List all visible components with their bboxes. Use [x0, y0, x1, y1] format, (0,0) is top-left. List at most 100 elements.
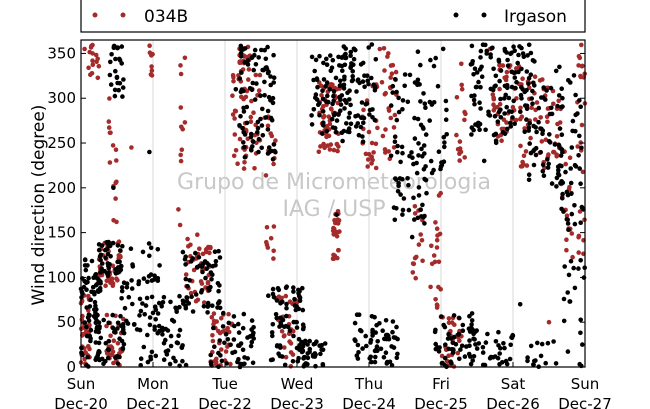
data-point	[311, 77, 316, 83]
data-point	[578, 181, 583, 186]
data-point	[282, 345, 287, 350]
data-point	[238, 54, 244, 59]
data-point	[287, 299, 293, 305]
data-point	[339, 93, 345, 98]
data-point	[512, 75, 518, 80]
data-point	[504, 50, 509, 55]
x-tick-label-day: Thu	[354, 375, 383, 393]
data-point	[269, 148, 274, 154]
data-point	[377, 46, 383, 52]
data-point	[117, 336, 122, 342]
data-point	[119, 285, 125, 290]
data-point	[99, 243, 105, 248]
data-point	[436, 149, 442, 154]
data-point	[249, 318, 255, 323]
x-tick-label-day: Wed	[281, 375, 314, 393]
data-point	[264, 239, 269, 245]
data-point	[294, 325, 300, 330]
data-point	[457, 315, 462, 321]
data-point	[516, 69, 521, 75]
data-point	[419, 238, 425, 243]
y-tick-label: 50	[57, 313, 76, 331]
data-point	[189, 294, 194, 300]
data-point	[472, 66, 478, 71]
data-point	[281, 334, 287, 339]
data-point	[560, 195, 565, 201]
data-point	[347, 97, 352, 102]
data-point	[480, 350, 486, 355]
data-point	[350, 74, 356, 79]
data-point	[328, 53, 333, 58]
data-point	[232, 116, 237, 121]
data-point	[457, 338, 462, 344]
x-tick-label-date: Dec-24	[342, 395, 396, 409]
data-point	[237, 60, 242, 66]
data-point	[421, 214, 426, 220]
data-point	[88, 72, 93, 77]
data-point	[474, 70, 480, 75]
data-point	[530, 101, 535, 106]
data-point	[210, 272, 215, 278]
data-point	[526, 76, 532, 81]
data-point	[415, 77, 421, 83]
data-point	[409, 150, 414, 155]
data-point	[95, 288, 101, 293]
data-point	[205, 310, 210, 315]
data-point	[506, 95, 512, 101]
data-point	[224, 361, 229, 366]
data-point	[371, 82, 377, 87]
data-point	[504, 104, 510, 110]
data-point	[476, 79, 481, 85]
data-point	[105, 355, 111, 361]
data-point	[113, 56, 118, 62]
data-point	[356, 350, 361, 355]
data-point	[140, 301, 145, 306]
data-point	[186, 244, 191, 249]
data-point	[245, 62, 251, 67]
data-point	[398, 159, 403, 165]
data-point	[111, 185, 116, 191]
data-point	[217, 338, 222, 343]
data-point	[137, 296, 143, 302]
data-point	[327, 86, 333, 92]
data-point	[579, 122, 585, 128]
data-point	[332, 253, 338, 259]
data-point	[433, 220, 438, 225]
data-point	[204, 261, 210, 266]
data-point	[395, 189, 401, 194]
data-point	[518, 143, 523, 149]
data-point	[572, 285, 578, 291]
data-point	[532, 74, 538, 79]
data-point	[383, 318, 389, 323]
data-point	[519, 66, 524, 72]
data-point	[359, 100, 365, 105]
data-point	[492, 113, 498, 119]
data-point	[107, 262, 112, 267]
data-point	[273, 138, 278, 143]
data-point	[563, 161, 568, 167]
data-point	[523, 149, 529, 154]
data-point	[282, 362, 288, 368]
data-point	[98, 335, 104, 341]
data-point	[467, 338, 472, 343]
data-point	[262, 47, 268, 53]
data-point	[327, 147, 333, 152]
data-point	[416, 153, 421, 158]
data-point	[394, 324, 399, 330]
data-point	[493, 339, 499, 344]
data-point	[217, 283, 222, 288]
data-point	[190, 309, 196, 314]
data-point	[104, 278, 110, 284]
data-point	[242, 154, 248, 160]
data-point	[554, 184, 559, 189]
data-point	[526, 128, 531, 133]
data-point	[313, 57, 319, 63]
data-point	[338, 83, 343, 88]
data-point	[241, 166, 247, 171]
data-point	[219, 316, 224, 321]
data-point	[495, 119, 501, 124]
data-point	[252, 47, 258, 53]
data-point	[541, 85, 546, 90]
data-point	[399, 144, 405, 150]
data-point	[323, 84, 328, 89]
